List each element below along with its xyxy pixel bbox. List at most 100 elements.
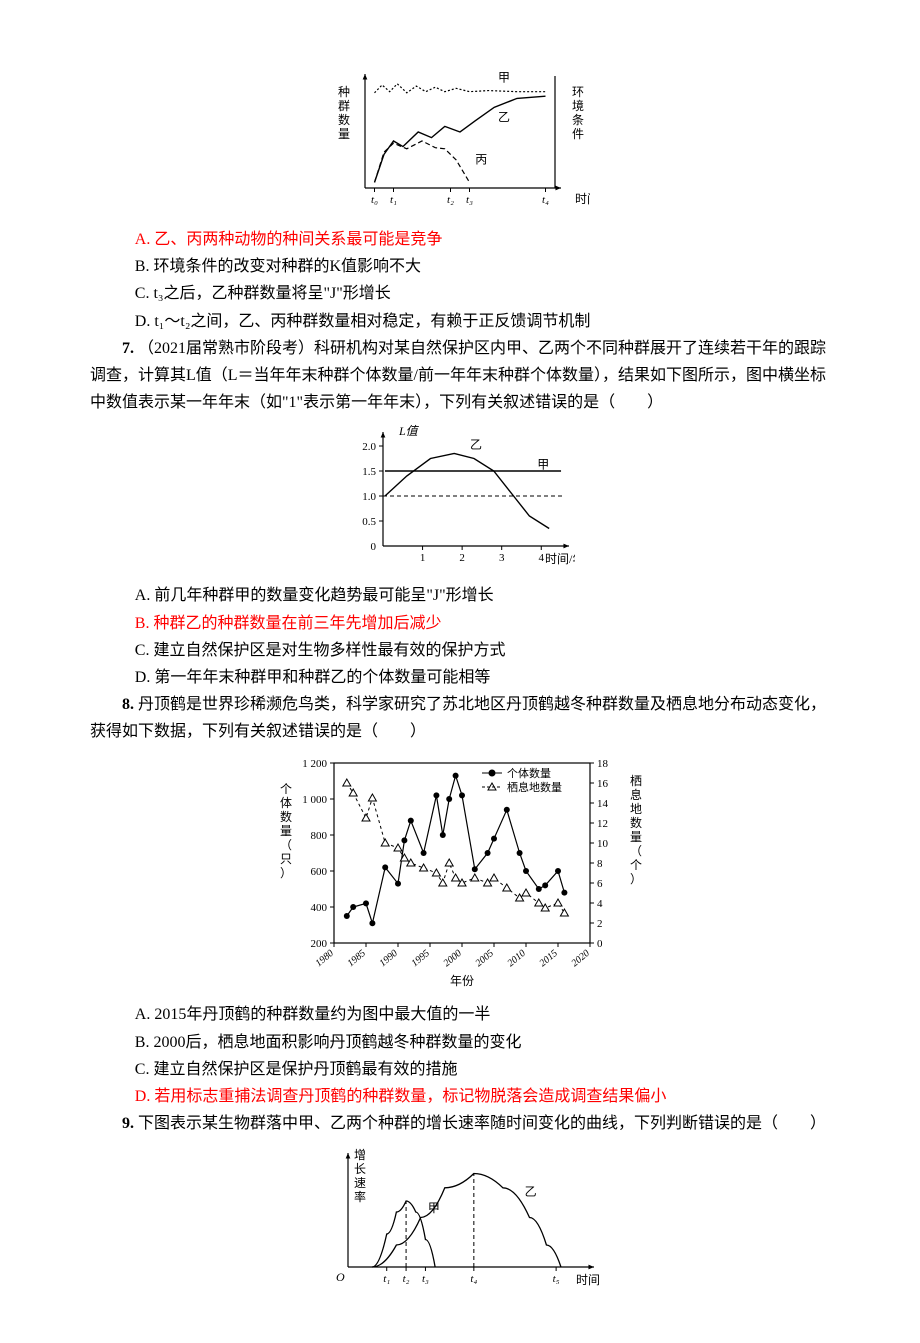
svg-text:件: 件 — [572, 127, 584, 141]
svg-text:乙: 乙 — [525, 1185, 537, 1199]
svg-text:2005: 2005 — [474, 948, 496, 969]
q7-figure: 0.51.01.52.001234L值时间/年甲乙 — [90, 422, 830, 572]
svg-text:1995: 1995 — [410, 948, 432, 969]
svg-text:2.0: 2.0 — [362, 441, 376, 453]
q7-option-c: C. 建立自然保护区是对生物多样性最有效的保护方式 — [90, 637, 830, 664]
svg-text:甲: 甲 — [498, 71, 510, 85]
q8-figure: 2004006008001 0001 200024681012141618198… — [90, 751, 830, 991]
svg-text:2: 2 — [459, 552, 465, 564]
svg-text:乙: 乙 — [498, 110, 510, 124]
svg-text:群: 群 — [338, 99, 350, 113]
svg-text:长: 长 — [354, 1162, 366, 1176]
svg-text:率: 率 — [354, 1189, 366, 1204]
svg-text:14: 14 — [597, 798, 609, 810]
q6-figure: t₀t₁t₂t₃t₄时间种群数量环境条件甲乙丙 — [90, 66, 830, 216]
svg-text:t₅: t₅ — [553, 1273, 560, 1285]
svg-text:年份: 年份 — [450, 974, 474, 988]
svg-text:t₁: t₁ — [383, 1273, 390, 1285]
q8-number: 8. — [122, 696, 134, 713]
q8-option-b: B. 2000后，栖息地面积影响丹顶鹤越冬种群数量的变化 — [90, 1029, 830, 1056]
svg-text:12: 12 — [597, 818, 608, 830]
svg-text:600: 600 — [311, 866, 328, 878]
svg-text:0: 0 — [371, 541, 377, 553]
q8-option-c: C. 建立自然保护区是保护丹顶鹤最有效的措施 — [90, 1056, 830, 1083]
svg-text:1.0: 1.0 — [362, 491, 376, 503]
svg-text:3: 3 — [499, 552, 505, 564]
svg-text:t₃: t₃ — [422, 1273, 429, 1285]
svg-text:2: 2 — [597, 918, 603, 930]
q8-chart: 2004006008001 0001 200024681012141618198… — [270, 751, 650, 991]
svg-text:地: 地 — [630, 802, 642, 816]
q7-option-b: B. 种群乙的种群数量在前三年先增加后减少 — [90, 610, 830, 637]
svg-text:t₂: t₂ — [447, 194, 454, 206]
svg-text:（: （ — [280, 838, 292, 852]
svg-text:量: 量 — [338, 127, 350, 141]
svg-text:环: 环 — [572, 85, 584, 99]
svg-text:2015: 2015 — [538, 948, 560, 969]
q7-option-a: A. 前几年种群甲的数量变化趋势最可能呈"J"形增长 — [90, 582, 830, 609]
svg-text:2010: 2010 — [506, 948, 528, 969]
q9-text: 下图表示某生物群落中甲、乙两个种群的增长速率随时间变化的曲线，下列判断错误的是（… — [138, 1115, 826, 1132]
svg-text:L值: L值 — [398, 424, 420, 438]
q7-prompt: 7. （2021届常熟市阶段考）科研机构对某自然保护区内甲、乙两个不同种群展开了… — [90, 335, 830, 417]
svg-text:1990: 1990 — [378, 948, 400, 969]
svg-text:只: 只 — [280, 852, 292, 866]
q9-prompt: 9. 下图表示某生物群落中甲、乙两个种群的增长速率随时间变化的曲线，下列判断错误… — [90, 1110, 830, 1137]
q6-option-c: C. t₃之后，乙种群数量将呈"J"形增长 — [90, 280, 830, 307]
svg-text:数: 数 — [280, 809, 292, 824]
q7-text: （2021届常熟市阶段考）科研机构对某自然保护区内甲、乙两个不同种群展开了连续若… — [90, 340, 826, 411]
q9-figure: Ot₁t₂t₃t₄t₅时间增长速率甲乙 — [90, 1143, 830, 1293]
svg-text:丙: 丙 — [475, 152, 487, 166]
svg-text:条: 条 — [572, 113, 584, 127]
svg-text:甲: 甲 — [537, 458, 549, 472]
svg-text:甲: 甲 — [428, 1201, 440, 1215]
svg-text:t₃: t₃ — [466, 194, 473, 206]
q9-chart: Ot₁t₂t₃t₄t₅时间增长速率甲乙 — [320, 1143, 600, 1293]
svg-text:0: 0 — [597, 938, 603, 950]
q7-option-d: D. 第一年年末种群甲和种群乙的个体数量可能相等 — [90, 664, 830, 691]
q6-chart: t₀t₁t₂t₃t₄时间种群数量环境条件甲乙丙 — [330, 66, 590, 216]
q8-prompt: 8. 丹顶鹤是世界珍稀濒危鸟类，科学家研究了苏北地区丹顶鹤越冬种群数量及栖息地分… — [90, 691, 830, 745]
svg-text:t₂: t₂ — [403, 1273, 410, 1285]
svg-text:栖: 栖 — [630, 773, 642, 788]
svg-text:时间: 时间 — [576, 1273, 600, 1287]
svg-text:0.5: 0.5 — [362, 516, 376, 528]
svg-text:16: 16 — [597, 778, 609, 790]
svg-text:1 200: 1 200 — [302, 758, 327, 770]
svg-text:1980: 1980 — [314, 948, 336, 969]
svg-text:量: 量 — [630, 830, 642, 844]
q7-number: 7. — [122, 340, 134, 357]
q8-option-d: D. 若用标志重捕法调查丹顶鹤的种群数量，标记物脱落会造成调查结果偏小 — [90, 1083, 830, 1110]
svg-text:t₀: t₀ — [371, 194, 378, 206]
svg-text:个体数量: 个体数量 — [507, 766, 551, 780]
svg-text:O: O — [336, 1270, 345, 1284]
q6-option-a: A. 乙、丙两种动物的种间关系最可能是竞争 — [90, 226, 830, 253]
svg-text:时间: 时间 — [575, 192, 590, 206]
svg-text:4: 4 — [597, 898, 603, 910]
svg-text:2000: 2000 — [442, 948, 464, 969]
svg-text:（: （ — [630, 844, 642, 858]
svg-text:乙: 乙 — [470, 438, 482, 452]
svg-text:境: 境 — [572, 98, 584, 113]
svg-text:个: 个 — [630, 858, 642, 872]
svg-text:时间/年: 时间/年 — [545, 552, 575, 566]
svg-text:息: 息 — [630, 787, 642, 802]
svg-text:18: 18 — [597, 758, 609, 770]
svg-text:4: 4 — [539, 552, 545, 564]
svg-text:量: 量 — [280, 824, 292, 838]
svg-text:8: 8 — [597, 858, 603, 870]
q8-text: 丹顶鹤是世界珍稀濒危鸟类，科学家研究了苏北地区丹顶鹤越冬种群数量及栖息地分布动态… — [90, 696, 826, 740]
svg-text:种: 种 — [338, 85, 350, 99]
svg-text:2020: 2020 — [570, 948, 592, 969]
svg-text:800: 800 — [311, 830, 328, 842]
svg-text:1 000: 1 000 — [302, 794, 327, 806]
svg-text:t₄: t₄ — [542, 194, 549, 206]
q7-chart: 0.51.01.52.001234L值时间/年甲乙 — [345, 422, 575, 572]
svg-text:400: 400 — [311, 902, 328, 914]
svg-text:速: 速 — [354, 1176, 366, 1190]
svg-text:t₄: t₄ — [470, 1273, 477, 1285]
svg-text:6: 6 — [597, 878, 603, 890]
svg-text:1: 1 — [420, 552, 426, 564]
svg-text:200: 200 — [311, 938, 328, 950]
q8-option-a: A. 2015年丹顶鹤的种群数量约为图中最大值的一半 — [90, 1001, 830, 1028]
